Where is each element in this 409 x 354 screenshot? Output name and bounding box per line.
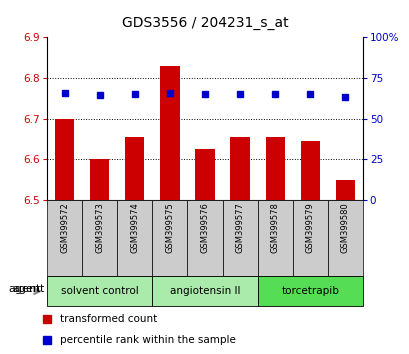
- Text: GSM399573: GSM399573: [95, 202, 104, 253]
- Bar: [222, 200, 257, 276]
- Text: angiotensin II: angiotensin II: [169, 286, 240, 296]
- Bar: [82, 200, 117, 276]
- Bar: [195, 149, 214, 200]
- Bar: [152, 200, 187, 276]
- Bar: [55, 119, 74, 200]
- Bar: [160, 65, 179, 200]
- Text: torcetrapib: torcetrapib: [281, 286, 338, 296]
- Text: transformed count: transformed count: [60, 314, 157, 324]
- Bar: [47, 276, 152, 306]
- Bar: [327, 200, 362, 276]
- Text: percentile rank within the sample: percentile rank within the sample: [60, 335, 235, 345]
- Text: GSM399575: GSM399575: [165, 202, 174, 253]
- Text: GSM399574: GSM399574: [130, 202, 139, 253]
- Text: GSM399577: GSM399577: [235, 202, 244, 253]
- Bar: [335, 181, 354, 200]
- Text: agent: agent: [8, 284, 40, 295]
- Bar: [265, 137, 284, 200]
- Text: solvent control: solvent control: [61, 286, 138, 296]
- Bar: [257, 200, 292, 276]
- Bar: [187, 200, 222, 276]
- Text: agent: agent: [13, 284, 45, 295]
- Bar: [292, 200, 327, 276]
- Bar: [90, 159, 109, 200]
- Text: GDS3556 / 204231_s_at: GDS3556 / 204231_s_at: [121, 16, 288, 30]
- Bar: [117, 200, 152, 276]
- Bar: [47, 200, 82, 276]
- Bar: [300, 141, 319, 200]
- Text: GSM399579: GSM399579: [305, 202, 314, 253]
- Bar: [257, 276, 362, 306]
- Bar: [230, 137, 249, 200]
- Text: GSM399576: GSM399576: [200, 202, 209, 253]
- Bar: [152, 276, 257, 306]
- Text: GSM399578: GSM399578: [270, 202, 279, 253]
- Text: GSM399572: GSM399572: [60, 202, 69, 253]
- Text: GSM399580: GSM399580: [340, 202, 349, 253]
- Bar: [125, 137, 144, 200]
